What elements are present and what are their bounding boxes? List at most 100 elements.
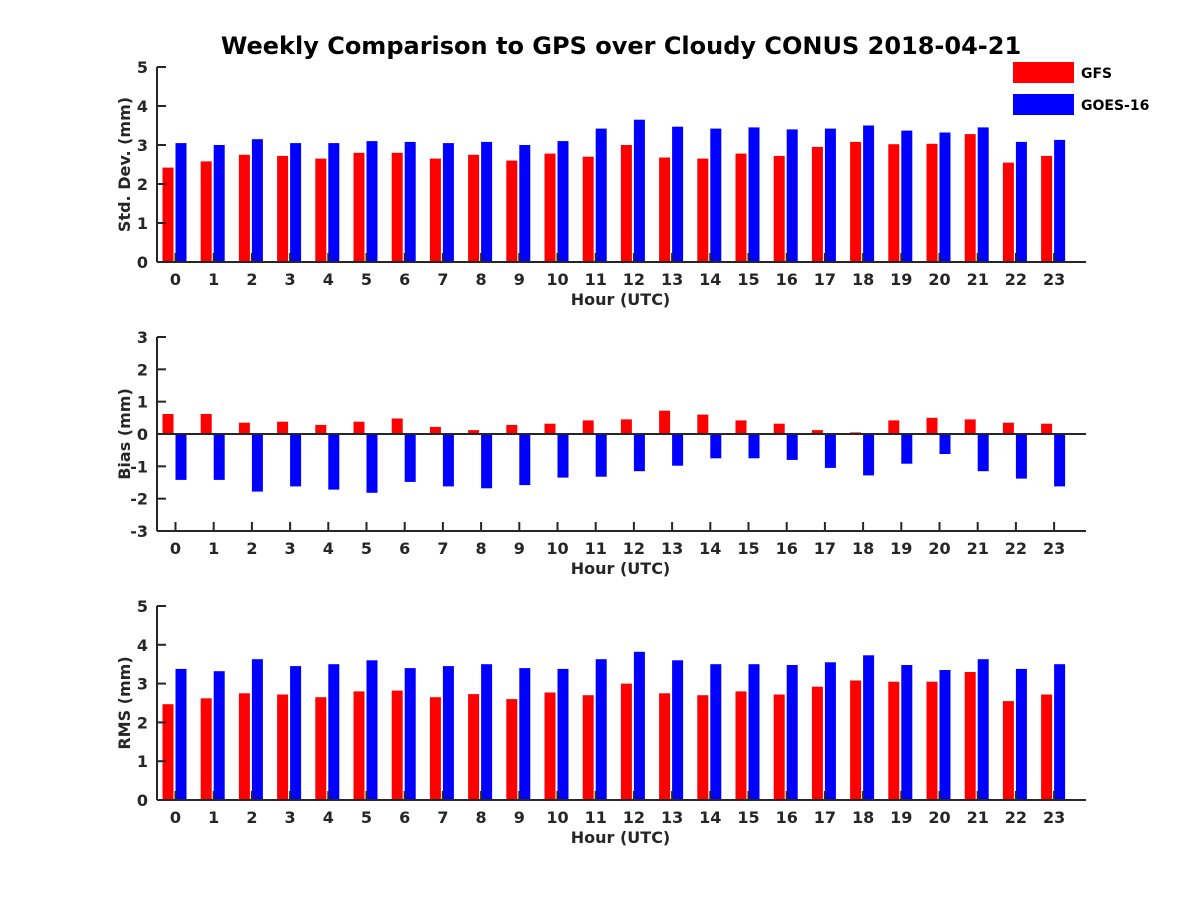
y-tick-label: 3	[137, 328, 148, 347]
bar-goes-16-hour-1	[213, 145, 225, 262]
bar-goes-16-hour-11	[595, 659, 607, 800]
y-tick-label: 2	[137, 713, 148, 732]
x-tick-label: 18	[852, 808, 874, 827]
x-axis-label: Hour (UTC)	[571, 559, 671, 578]
bar-gfs-hour-19	[888, 420, 900, 434]
x-tick-label: 1	[208, 539, 219, 558]
x-tick-label: 23	[1043, 270, 1065, 289]
bar-goes-16-hour-17	[824, 128, 836, 262]
x-tick-label: 23	[1043, 539, 1065, 558]
x-tick-label: 3	[285, 270, 296, 289]
bar-gfs-hour-11	[582, 695, 594, 800]
x-tick-label: 5	[361, 270, 372, 289]
bar-goes-16-hour-20	[939, 132, 951, 262]
bar-gfs-hour-15	[735, 691, 747, 800]
bar-gfs-hour-4	[315, 424, 327, 434]
bar-gfs-hour-14	[697, 158, 709, 262]
bar-gfs-hour-7	[429, 158, 441, 262]
bar-goes-16-hour-21	[977, 127, 989, 263]
bar-gfs-hour-5	[353, 421, 365, 434]
bar-gfs-hour-8	[468, 154, 480, 263]
bar-gfs-hour-2	[238, 154, 250, 263]
x-tick-label: 5	[361, 808, 372, 827]
bar-goes-16-hour-8	[481, 141, 493, 262]
bar-goes-16-hour-3	[290, 666, 302, 800]
bar-goes-16-hour-17	[824, 434, 836, 468]
x-tick-label: 21	[967, 539, 989, 558]
bar-gfs-hour-5	[353, 152, 365, 262]
legend-label: GFS	[1081, 66, 1112, 82]
bar-gfs-hour-6	[391, 418, 403, 434]
x-tick-label: 11	[585, 270, 607, 289]
bar-gfs-hour-20	[926, 681, 938, 800]
x-tick-label: 19	[890, 539, 912, 558]
bar-goes-16-hour-16	[786, 129, 798, 262]
bar-goes-16-hour-3	[290, 143, 302, 262]
x-tick-label: 7	[437, 539, 448, 558]
x-tick-label: 14	[699, 539, 721, 558]
x-tick-label: 9	[514, 539, 525, 558]
x-tick-label: 15	[737, 539, 759, 558]
bar-goes-16-hour-18	[863, 125, 875, 262]
y-tick-label: 1	[137, 752, 148, 771]
y-tick-label: -3	[130, 522, 148, 541]
bar-goes-16-hour-9	[519, 668, 531, 800]
bar-goes-16-hour-19	[901, 434, 913, 464]
y-tick-label: 0	[137, 253, 148, 272]
bar-gfs-hour-7	[429, 426, 441, 434]
x-tick-label: 19	[890, 270, 912, 289]
bar-gfs-hour-4	[315, 158, 327, 262]
x-tick-label: 12	[623, 808, 645, 827]
x-tick-label: 22	[1005, 270, 1027, 289]
bar-goes-16-hour-18	[863, 655, 875, 800]
x-tick-label: 6	[399, 270, 410, 289]
bar-goes-16-hour-12	[633, 651, 645, 800]
bar-gfs-hour-8	[468, 694, 480, 800]
y-tick-label: 2	[137, 175, 148, 194]
bar-gfs-hour-10	[544, 423, 556, 434]
x-tick-label: 10	[546, 270, 568, 289]
x-tick-label: 14	[699, 270, 721, 289]
bar-gfs-hour-1	[200, 698, 212, 800]
x-tick-label: 9	[514, 270, 525, 289]
legend-swatch-goes-16	[1013, 94, 1074, 115]
bar-goes-16-hour-1	[213, 434, 225, 480]
bar-gfs-hour-3	[277, 421, 289, 434]
bar-gfs-hour-0	[162, 167, 174, 262]
x-tick-label: 11	[585, 539, 607, 558]
bar-gfs-hour-21	[964, 419, 976, 434]
bar-gfs-hour-0	[162, 704, 174, 800]
bar-goes-16-hour-13	[672, 126, 684, 262]
x-tick-label: 8	[476, 539, 487, 558]
x-tick-label: 1	[208, 808, 219, 827]
x-tick-label: 19	[890, 808, 912, 827]
bar-gfs-hour-18	[850, 680, 862, 800]
bar-goes-16-hour-9	[519, 434, 531, 486]
bar-gfs-hour-5	[353, 691, 365, 800]
x-tick-label: 20	[928, 539, 950, 558]
x-tick-label: 15	[737, 270, 759, 289]
bar-gfs-hour-21	[964, 134, 976, 262]
x-tick-label: 0	[170, 539, 181, 558]
y-tick-label: -2	[130, 490, 148, 509]
bar-gfs-hour-22	[1002, 162, 1014, 262]
bar-goes-16-hour-22	[1015, 434, 1027, 479]
x-tick-label: 16	[776, 539, 798, 558]
x-tick-label: 2	[246, 539, 257, 558]
bar-gfs-hour-17	[811, 146, 823, 262]
legend-swatch-gfs	[1013, 62, 1074, 83]
bar-gfs-hour-6	[391, 690, 403, 800]
bar-goes-16-hour-23	[1054, 664, 1066, 800]
bar-goes-16-hour-13	[672, 660, 684, 800]
x-tick-label: 17	[814, 539, 836, 558]
bar-gfs-hour-12	[620, 145, 632, 262]
x-tick-label: 10	[546, 808, 568, 827]
legend-label: GOES-16	[1081, 98, 1149, 114]
legend: GFS GOES-16	[1013, 62, 1149, 115]
bar-gfs-hour-9	[506, 424, 518, 434]
bar-gfs-hour-0	[162, 414, 174, 434]
bar-gfs-hour-4	[315, 697, 327, 800]
y-tick-label: 4	[137, 97, 148, 116]
bar-goes-16-hour-14	[710, 664, 722, 800]
